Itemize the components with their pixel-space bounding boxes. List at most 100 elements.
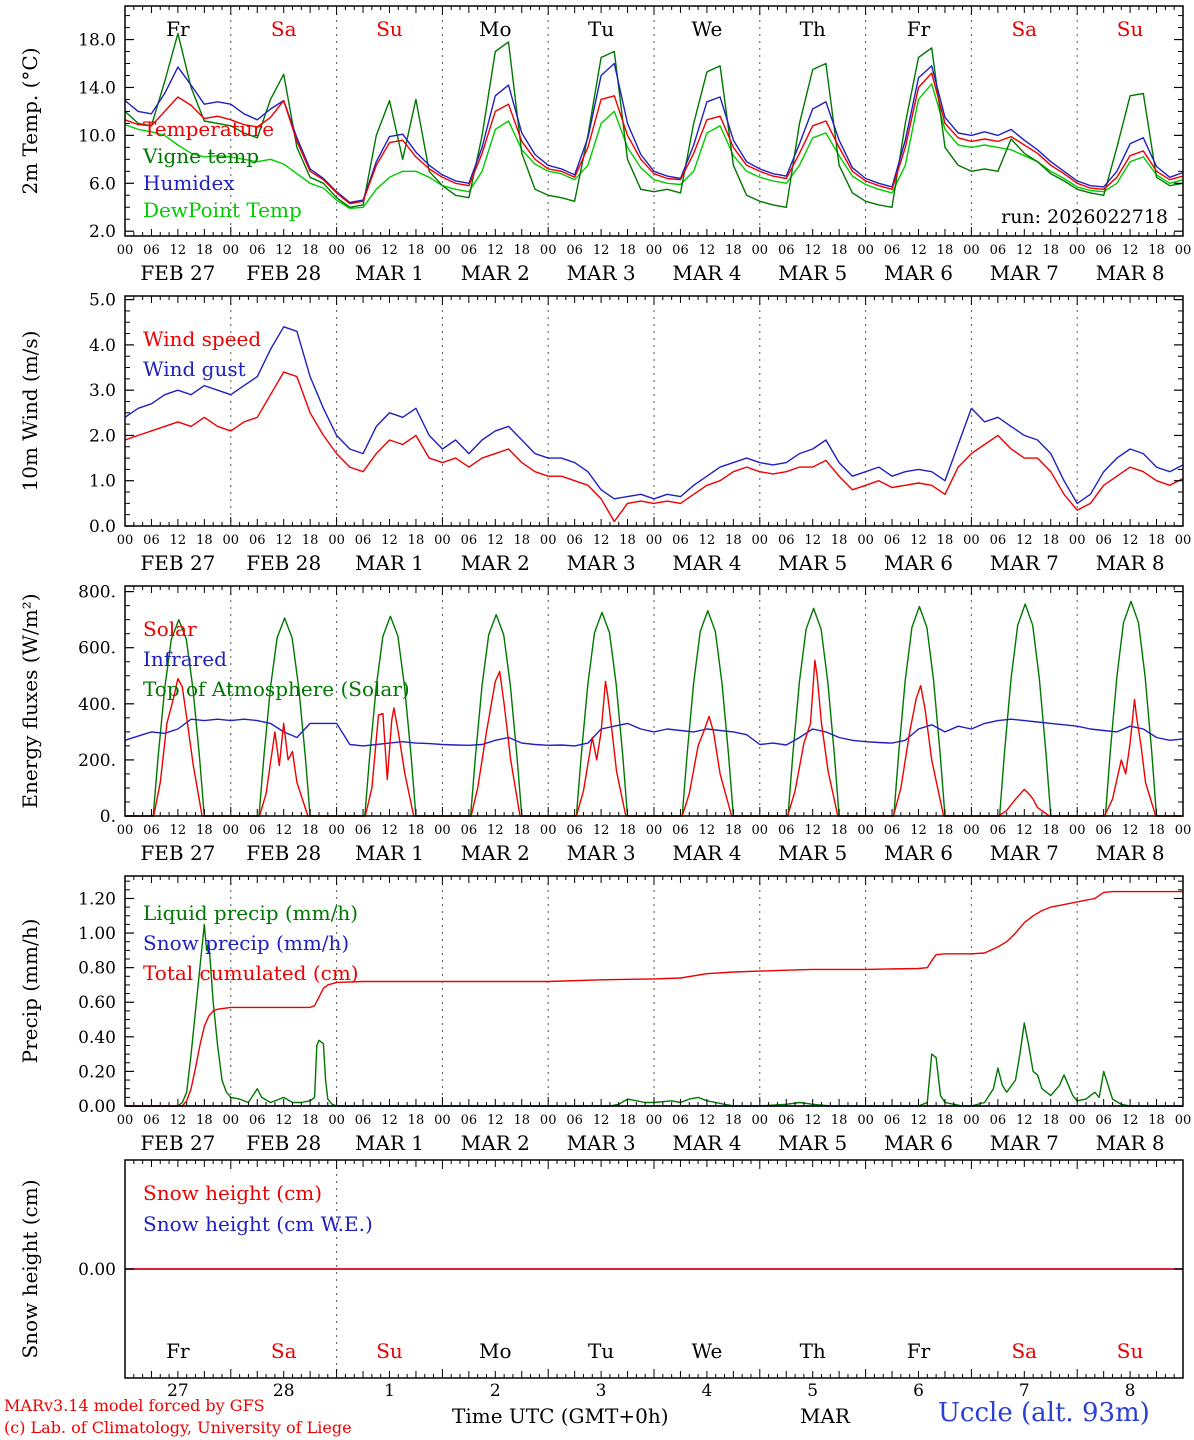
hour-tick-label: 00 xyxy=(963,243,980,258)
date-label: MAR 3 xyxy=(567,841,636,865)
hour-tick-label: 12 xyxy=(1016,533,1033,548)
series-wind-speed xyxy=(124,371,1184,523)
hour-tick-label: 06 xyxy=(143,533,160,548)
hour-tick-label: 12 xyxy=(593,823,610,838)
hour-tick-label: 00 xyxy=(223,243,240,258)
hour-tick-label: 12 xyxy=(910,823,927,838)
hour-tick-label: 06 xyxy=(990,243,1007,258)
hour-tick-label: 06 xyxy=(990,823,1007,838)
day-label: Sa xyxy=(271,17,297,41)
y-tick-label: 0.40 xyxy=(78,1028,116,1048)
hour-tick-label: 18 xyxy=(937,243,954,258)
hour-tick-label: 00 xyxy=(752,533,769,548)
hour-tick-label: 12 xyxy=(1016,823,1033,838)
series-solar xyxy=(125,659,1183,817)
date-label: MAR 7 xyxy=(990,1131,1059,1155)
hour-tick-label: 12 xyxy=(804,1113,821,1128)
date-label: MAR 8 xyxy=(1096,841,1165,865)
y-tick-label: 0. xyxy=(100,807,116,827)
y-tick-label: 800. xyxy=(78,583,116,603)
date-label: MAR 2 xyxy=(461,1131,530,1155)
hour-tick-label: 18 xyxy=(408,243,425,258)
panel-energy: 0. 200. 400. 600. 800. 00 06 12 18 00 06 12 18 00 06 12… xyxy=(78,583,1191,865)
date-number: 3 xyxy=(596,1381,607,1401)
hour-tick-label: 00 xyxy=(1069,243,1086,258)
series-infrared xyxy=(124,718,1184,747)
hour-tick-label: 06 xyxy=(778,823,795,838)
hour-tick-label: 06 xyxy=(672,823,689,838)
station-label: Uccle (alt. 93m) xyxy=(938,1398,1150,1428)
day-label: Sa xyxy=(1011,1339,1037,1363)
hour-tick-label: 06 xyxy=(461,533,478,548)
date-label: MAR 4 xyxy=(672,261,741,285)
y-axis-label-temperature: 2m Temp. (°C) xyxy=(18,47,42,195)
y-tick-label: 3.0 xyxy=(89,381,116,401)
day-label: Sa xyxy=(271,1339,297,1363)
hour-tick-label: 00 xyxy=(434,243,451,258)
date-label: FEB 28 xyxy=(246,841,321,865)
date-label: MAR 8 xyxy=(1096,261,1165,285)
y-tick-label: 10.0 xyxy=(78,126,116,146)
hour-tick-label: 06 xyxy=(1095,533,1112,548)
day-label: Su xyxy=(1117,17,1144,41)
hour-tick-label: 12 xyxy=(170,533,187,548)
hour-tick-label: 00 xyxy=(328,1113,345,1128)
date-label: FEB 27 xyxy=(140,841,215,865)
date-label: MAR 8 xyxy=(1096,1131,1165,1155)
date-label: MAR 4 xyxy=(672,841,741,865)
hour-tick-label: 06 xyxy=(461,823,478,838)
hour-tick-label: 00 xyxy=(540,1113,557,1128)
hour-tick-label: 18 xyxy=(831,823,848,838)
hour-tick-label: 18 xyxy=(725,823,742,838)
date-number: 5 xyxy=(807,1381,818,1401)
date-label: MAR 1 xyxy=(355,551,424,575)
y-tick-label: 0.20 xyxy=(78,1062,116,1082)
hour-tick-label: 12 xyxy=(275,533,292,548)
hour-tick-label: 06 xyxy=(143,243,160,258)
hour-tick-label: 18 xyxy=(302,533,319,548)
y-tick-label: 2.0 xyxy=(89,426,116,446)
hour-tick-label: 18 xyxy=(619,1113,636,1128)
day-label: Fr xyxy=(166,17,190,41)
hour-tick-label: 12 xyxy=(1122,1113,1139,1128)
hour-tick-label: 12 xyxy=(804,533,821,548)
legend-temperature: Temperature xyxy=(143,117,274,141)
hour-tick-label: 18 xyxy=(196,823,213,838)
hour-tick-label: 06 xyxy=(672,243,689,258)
hour-tick-label: 00 xyxy=(223,1113,240,1128)
x-axis-title: Time UTC (GMT+0h) xyxy=(452,1404,669,1428)
legend-snow-height: Snow height (cm) xyxy=(143,1181,322,1205)
hour-tick-label: 18 xyxy=(725,243,742,258)
hour-tick-label: 12 xyxy=(487,533,504,548)
hour-tick-label: 12 xyxy=(487,1113,504,1128)
hour-tick-label: 12 xyxy=(910,1113,927,1128)
date-label: MAR 5 xyxy=(778,261,847,285)
date-label: MAR 3 xyxy=(567,1131,636,1155)
legend-liquid-precip: Liquid precip (mm/h) xyxy=(143,901,358,925)
hour-tick-label: 12 xyxy=(275,243,292,258)
date-label: MAR 7 xyxy=(990,551,1059,575)
hour-tick-label: 06 xyxy=(990,533,1007,548)
date-number: 28 xyxy=(273,1381,295,1401)
hour-tick-label: 00 xyxy=(857,533,874,548)
day-label: We xyxy=(692,1339,723,1363)
hour-tick-label: 00 xyxy=(540,823,557,838)
hour-tick-label: 00 xyxy=(1175,823,1192,838)
date-label: FEB 28 xyxy=(246,1131,321,1155)
hour-tick-label: 12 xyxy=(170,243,187,258)
hour-tick-label: 06 xyxy=(566,243,583,258)
date-number: 6 xyxy=(913,1381,924,1401)
hour-tick-label: 12 xyxy=(804,243,821,258)
y-tick-label: 6.0 xyxy=(89,174,116,194)
panel-wind: 0.0 1.0 2.0 3.0 4.0 5.0 00 06 12 18 00 06 12 18 00 06 12… xyxy=(89,291,1191,575)
day-label: Sa xyxy=(1011,17,1037,41)
date-label: MAR 5 xyxy=(778,841,847,865)
hour-tick-label: 00 xyxy=(223,823,240,838)
hour-tick-label: 00 xyxy=(223,533,240,548)
y-tick-label: 18.0 xyxy=(78,31,116,51)
hour-tick-label: 00 xyxy=(1069,823,1086,838)
legend-solar: Solar xyxy=(143,617,197,641)
date-label: FEB 28 xyxy=(246,551,321,575)
series-humidex xyxy=(124,62,1184,204)
legend-dewpoint-temp: DewPoint Temp xyxy=(143,198,302,222)
